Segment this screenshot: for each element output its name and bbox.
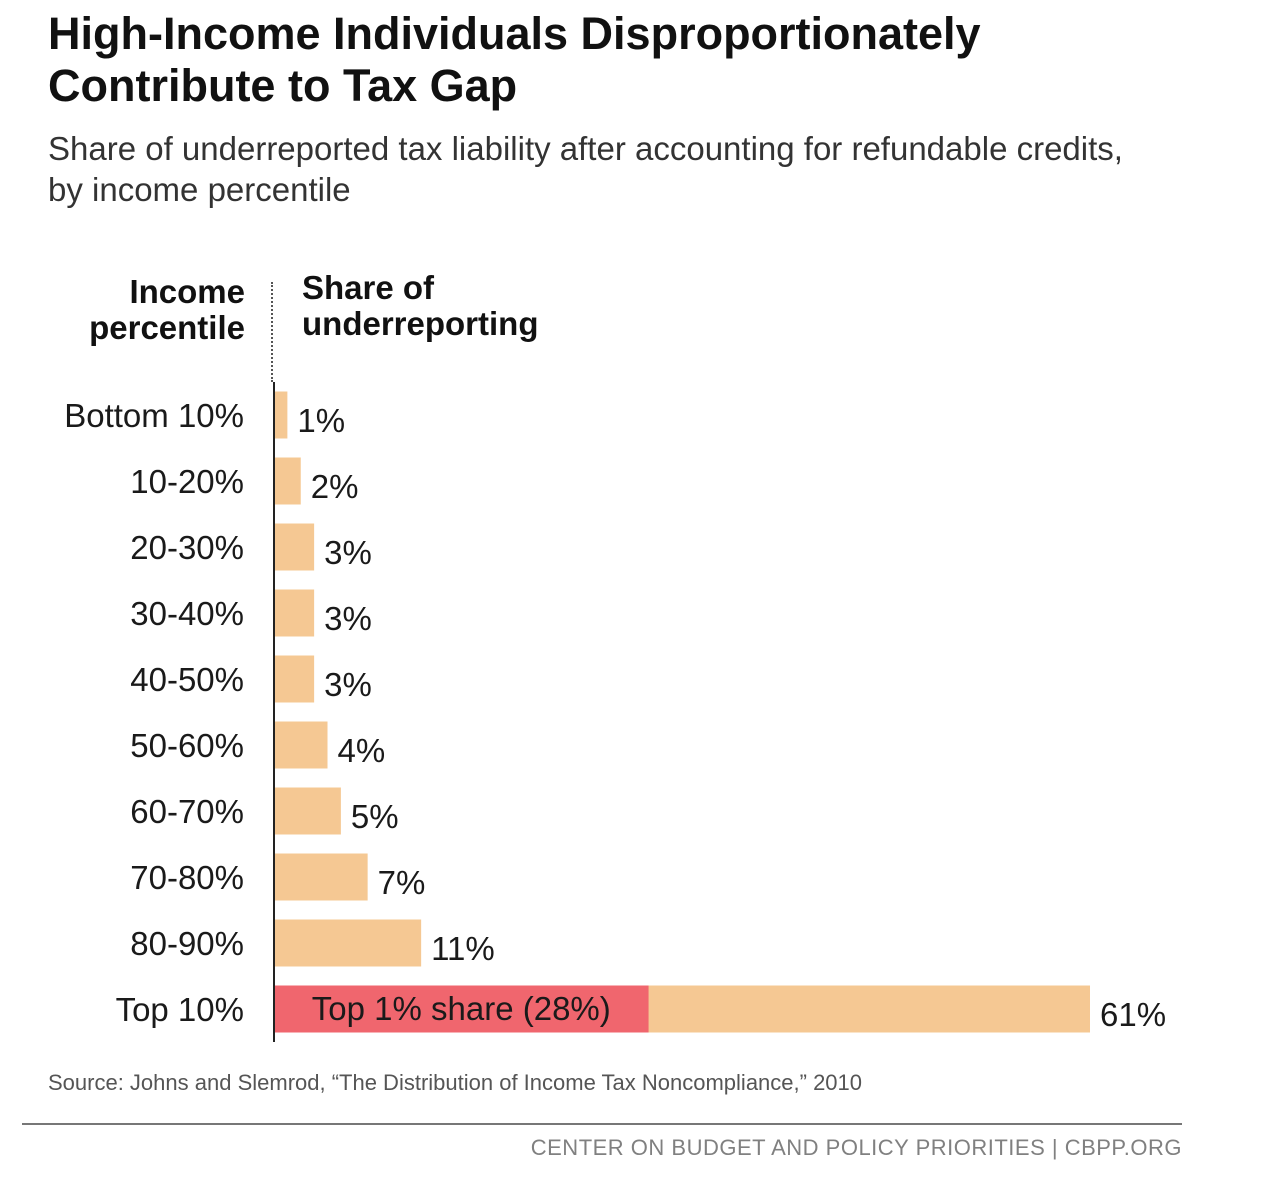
category-label-9: Top 10% [116,991,244,1028]
category-header-line-1: Income [129,273,245,310]
bar-7 [274,853,368,901]
category-label-0: Bottom 10% [64,397,244,434]
bar-3 [274,589,315,637]
category-label-3: 30-40% [130,595,244,632]
chart-title-line-2: Contribute to Tax Gap [48,60,518,111]
category-label-4: 40-50% [130,661,244,698]
footer-rule [22,1123,1182,1125]
bar-6 [274,787,341,835]
category-label-5: 50-60% [130,727,244,764]
chart-title-line-1: High-Income Individuals Disproportionate… [48,8,981,59]
category-label-7: 70-80% [130,859,244,896]
bar-2 [274,523,315,571]
value-header-line-2: underreporting [302,305,539,342]
value-label-8: 11% [431,930,495,967]
category-label-1: 10-20% [130,463,244,500]
chart-subtitle-line-1: Share of underreported tax liability aft… [48,130,1123,167]
bar-4 [274,655,315,703]
source-note: Source: Johns and Slemrod, “The Distribu… [48,1070,863,1095]
category-column-header: Income percentile [40,274,245,346]
bar-subsegment-top-1 [274,985,649,1033]
value-label-7: 7% [378,864,426,901]
value-header-line-1: Share of [302,269,435,306]
chart-subtitle-line-2: by income percentile [48,171,351,208]
category-label-6: 60-70% [130,793,244,830]
subsegment-label: Top 1% share (28%) [312,990,611,1027]
value-label-6: 5% [351,798,399,835]
value-column-header: Share of underreporting [302,270,702,342]
footer-credit: CENTER ON BUDGET AND POLICY PRIORITIES |… [530,1135,1182,1160]
value-label-0: 1% [297,402,345,439]
bar-1 [274,457,301,505]
bar-chart: Bottom 10% 1% 10-20% 2% 20-30% 3% 30-40% 3% 40-5… [64,382,1166,1042]
bar-5 [274,721,328,769]
value-label-3: 3% [324,600,372,637]
value-label-1: 2% [311,468,359,505]
header-divider [271,282,273,382]
value-label-5: 4% [338,732,386,769]
value-label-2: 3% [324,534,372,571]
category-label-2: 20-30% [130,529,244,566]
bar-0 [274,391,288,439]
bar-8 [274,919,422,967]
category-label-8: 80-90% [130,925,244,962]
value-label-9: 61% [1100,996,1166,1033]
chart-title: High-Income Individuals Disproportionate… [48,8,1228,112]
value-label-4: 3% [324,666,372,703]
chart-subtitle: Share of underreported tax liability aft… [48,128,1228,210]
category-header-line-2: percentile [89,309,245,346]
